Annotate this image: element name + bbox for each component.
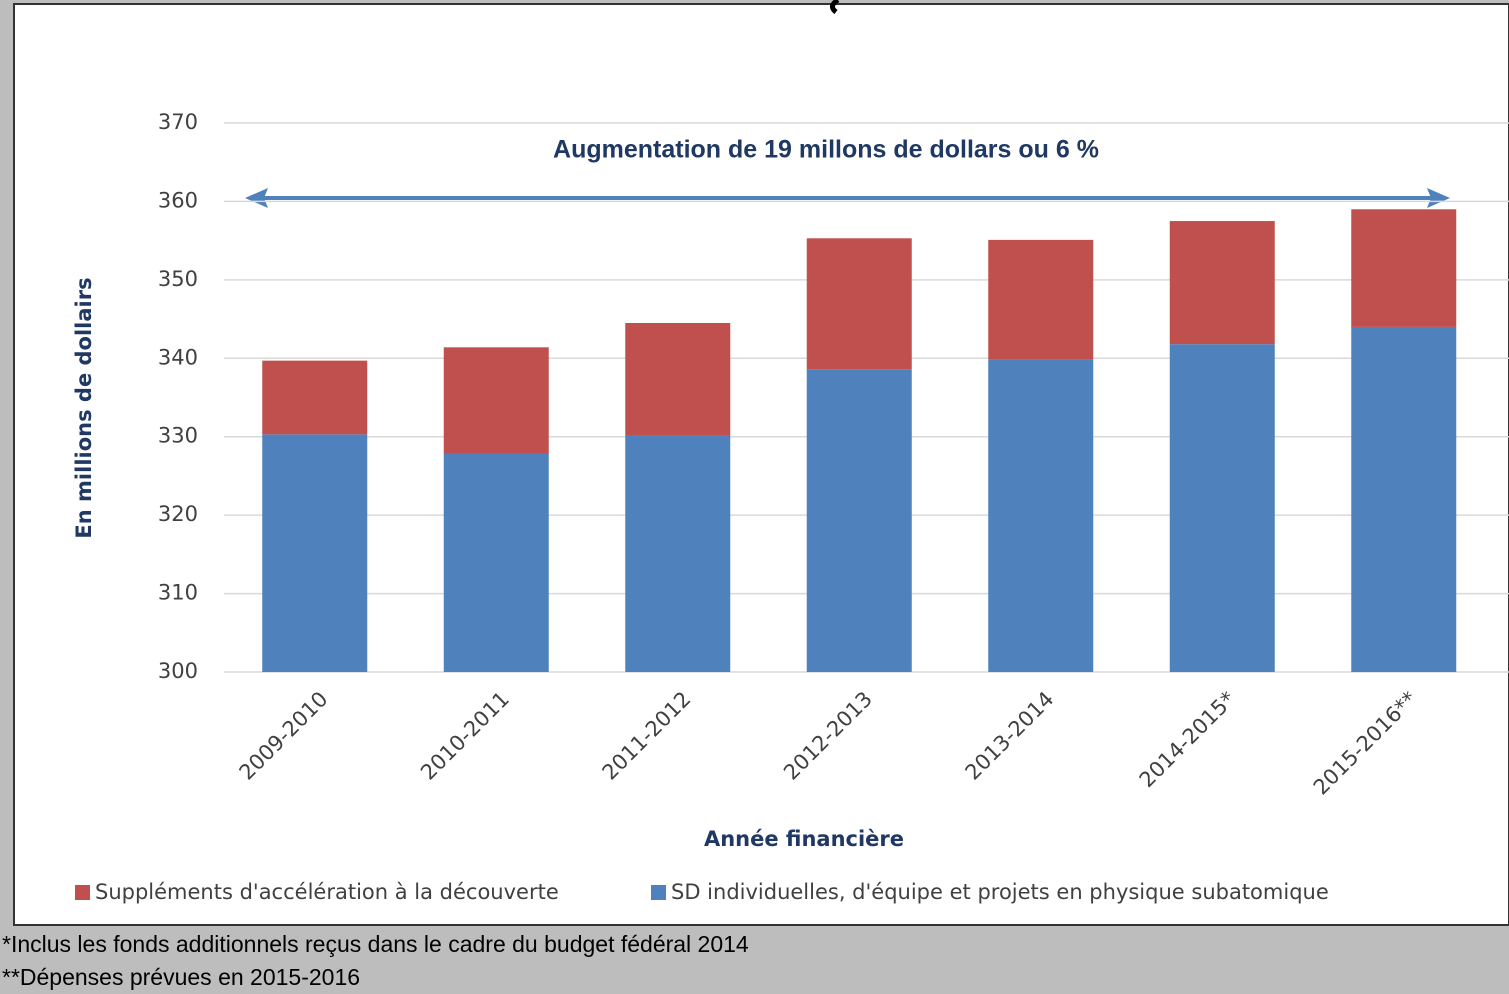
legend-swatch — [651, 885, 666, 900]
bar — [1169, 344, 1275, 672]
decoration — [830, 0, 840, 14]
footnote: *Inclus les fonds additionnels reçus dan… — [0, 929, 1509, 960]
annotation: Augmentation de 19 millons de dollars ou… — [553, 136, 1099, 164]
arrow — [245, 188, 1450, 208]
legend-label: SD individuelles, d'équipe et projets en… — [671, 880, 1329, 904]
y-tick-label: 350 — [158, 267, 198, 291]
bar — [625, 435, 731, 672]
x-axis-title: Année financière — [704, 827, 904, 851]
footnote: **Dépenses prévues en 2015-2016 — [0, 962, 1509, 993]
arrow-head — [1427, 188, 1450, 208]
bar — [1351, 326, 1457, 672]
legend-label: Suppléments d'accélération à la découver… — [95, 880, 559, 904]
bar — [262, 360, 368, 435]
y-tick-label: 330 — [158, 424, 198, 448]
y-tick-label: 360 — [158, 188, 198, 212]
bar — [1351, 209, 1457, 327]
bar — [806, 238, 912, 370]
y-tick-label: 370 — [158, 110, 198, 134]
bar — [806, 369, 912, 672]
bar — [1169, 221, 1275, 345]
bar — [988, 239, 1094, 360]
bar — [625, 322, 731, 436]
bar — [262, 434, 368, 672]
y-axis-title: En millions de dollairs — [72, 277, 96, 538]
arrow-head — [245, 188, 268, 208]
y-tick-label: 320 — [158, 502, 198, 526]
legend-swatch — [75, 885, 90, 900]
y-tick-label: 310 — [158, 581, 198, 605]
bar — [988, 359, 1094, 672]
y-tick-label: 300 — [158, 659, 198, 683]
bar — [443, 347, 549, 454]
y-tick-label: 340 — [158, 345, 198, 369]
bar — [443, 453, 549, 672]
